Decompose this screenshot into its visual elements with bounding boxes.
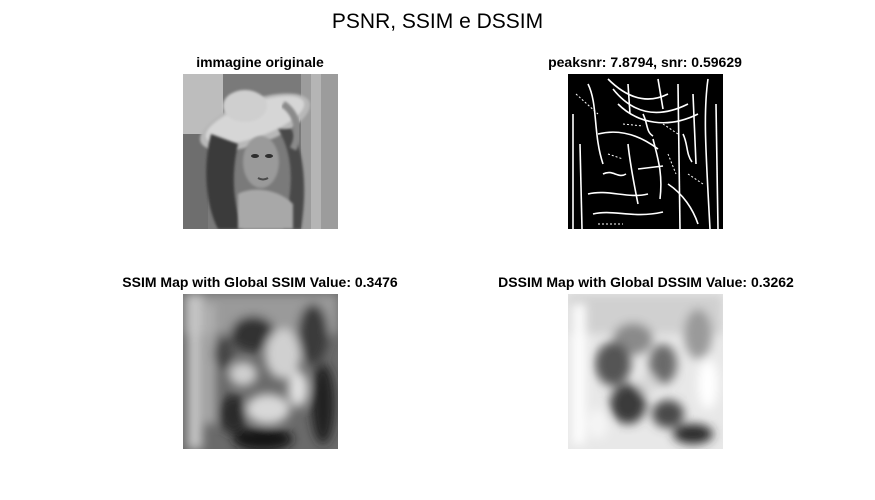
figure-title: PSNR, SSIM e DSSIM [331,10,544,33]
dssim-map-image [568,294,723,449]
panel-title-original: immagine originale [196,54,324,70]
panel-title-psnr: peaksnr: 7.8794, snr: 0.59629 [548,54,742,70]
panel-title-ssim: SSIM Map with Global SSIM Value: 0.3476 [122,274,398,290]
psnr-difference-graphic [568,74,723,229]
dssim-map-graphic [568,294,723,449]
panel-title-dssim: DSSIM Map with Global DSSIM Value: 0.326… [498,274,794,290]
ssim-map-graphic [183,294,338,449]
original-image-graphic [183,74,338,229]
original-image [183,74,338,229]
ssim-map-image [183,294,338,449]
psnr-difference-image [568,74,723,229]
